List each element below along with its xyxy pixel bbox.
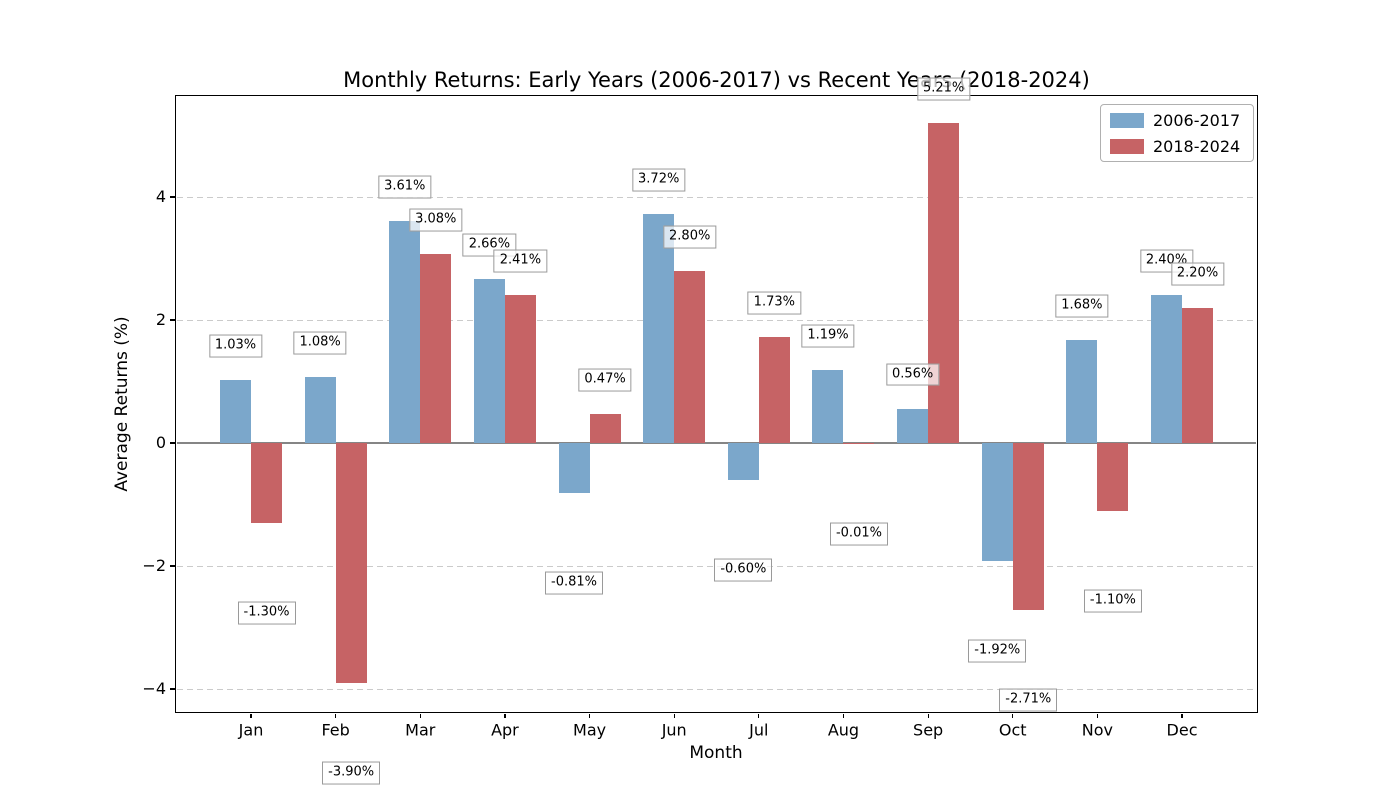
x-tick-label-jul: Jul xyxy=(749,720,769,740)
bar-may-2006-2017 xyxy=(558,443,590,493)
bar-label-jun-2006-2017: 3.72% xyxy=(632,168,686,192)
bar-label-nov-2006-2017: 1.68% xyxy=(1055,294,1109,318)
bar-label-oct-2018-2024: -2.71% xyxy=(999,688,1058,712)
x-tick-label-jan: Jan xyxy=(238,720,264,740)
legend-row-recent: 2018-2024 xyxy=(1110,137,1253,156)
bar-label-may-2006-2017: -0.81% xyxy=(545,571,604,595)
bar-aug-2006-2017 xyxy=(812,369,844,443)
bar-apr-2018-2024 xyxy=(504,294,536,443)
y-tickmark--2 xyxy=(170,565,175,567)
bar-label-may-2018-2024: 0.47% xyxy=(578,368,632,392)
bar-feb-2006-2017 xyxy=(304,376,336,443)
x-tick-label-jun: Jun xyxy=(661,720,687,740)
y-tick-label-2: 2 xyxy=(155,310,166,329)
bar-label-jun-2018-2024: 2.80% xyxy=(663,225,717,249)
x-tick-label-may: May xyxy=(573,720,607,740)
x-tickmark-jan xyxy=(250,714,252,718)
y-tick-label-4: 4 xyxy=(155,187,166,206)
x-tick-label-aug: Aug xyxy=(827,720,860,740)
bar-label-apr-2018-2024: 2.41% xyxy=(493,249,548,273)
bar-label-sep-2018-2024: 5.21% xyxy=(916,77,971,101)
legend-swatch-2006-2017 xyxy=(1110,112,1144,128)
bar-nov-2018-2024 xyxy=(1097,443,1129,511)
x-tick-label-nov: Nov xyxy=(1081,720,1114,740)
y-axis-label: Average Returns (%) xyxy=(112,316,132,492)
x-tick-label-apr: Apr xyxy=(491,720,519,740)
bar-label-nov-2018-2024: -1.10% xyxy=(1083,589,1142,613)
x-tick-label-dec: Dec xyxy=(1166,720,1198,740)
bar-jun-2018-2024 xyxy=(674,270,706,443)
bar-label-jan-2006-2017: 1.03% xyxy=(208,334,263,358)
legend-row-early: 2006-2017 xyxy=(1110,111,1253,130)
bar-label-sep-2006-2017: 0.56% xyxy=(885,363,940,387)
bar-label-jul-2006-2017: -0.60% xyxy=(714,558,773,582)
bar-label-mar-2006-2017: 3.61% xyxy=(378,175,432,199)
bar-label-dec-2018-2024: 2.20% xyxy=(1170,262,1225,286)
x-tickmark-oct xyxy=(1012,714,1014,718)
bar-sep-2006-2017 xyxy=(897,408,929,443)
gridline-4 xyxy=(177,196,1256,198)
y-tick-label-0: 0 xyxy=(155,433,166,452)
bar-label-oct-2006-2017: -1.92% xyxy=(968,639,1027,663)
bar-oct-2006-2017 xyxy=(981,443,1013,562)
zero-line xyxy=(177,442,1256,444)
bar-label-jul-2018-2024: 1.73% xyxy=(747,291,801,315)
x-tick-label-sep: Sep xyxy=(913,720,944,740)
legend-label-2018-2024: 2018-2024 xyxy=(1153,136,1241,156)
x-tickmark-may xyxy=(588,714,591,718)
bar-dec-2006-2017 xyxy=(1151,295,1183,443)
bar-jul-2018-2024 xyxy=(758,336,790,443)
bar-jun-2006-2017 xyxy=(643,214,675,443)
bar-feb-2018-2024 xyxy=(335,443,367,683)
bar-dec-2018-2024 xyxy=(1182,307,1214,443)
bar-sep-2018-2024 xyxy=(928,122,960,443)
y-tickmark-0 xyxy=(170,442,175,444)
bar-oct-2018-2024 xyxy=(1012,443,1044,610)
bar-jan-2006-2017 xyxy=(220,379,251,443)
bar-nov-2006-2017 xyxy=(1066,339,1098,443)
bar-label-mar-2018-2024: 3.08% xyxy=(409,208,463,232)
x-tickmark-feb xyxy=(335,714,337,718)
bar-apr-2006-2017 xyxy=(473,279,505,443)
gridline-2 xyxy=(177,319,1256,321)
legend: 2006-2017 2018-2024 xyxy=(1100,104,1254,162)
bar-jul-2006-2017 xyxy=(727,443,759,480)
x-tick-label-mar: Mar xyxy=(405,720,436,740)
bar-label-jan-2018-2024: -1.30% xyxy=(237,601,296,625)
x-tickmark-sep xyxy=(927,714,929,718)
y-tickmark-4 xyxy=(170,196,175,198)
bar-jan-2018-2024 xyxy=(251,443,282,523)
bar-mar-2006-2017 xyxy=(389,220,421,443)
legend-label-2006-2017: 2006-2017 xyxy=(1153,110,1241,130)
bar-aug-2018-2024 xyxy=(843,443,875,444)
x-tickmark-dec xyxy=(1181,714,1183,718)
bar-may-2018-2024 xyxy=(589,414,621,443)
x-tick-label-oct: Oct xyxy=(998,720,1027,740)
y-tickmark-2 xyxy=(170,319,175,321)
legend-swatch-2018-2024 xyxy=(1110,138,1144,154)
bar-mar-2018-2024 xyxy=(420,253,452,443)
chart-title: Monthly Returns: Early Years (2006-2017)… xyxy=(343,68,1090,92)
x-axis-label: Month xyxy=(689,743,743,763)
gridline--4 xyxy=(177,688,1256,690)
x-tickmark-jun xyxy=(673,714,675,718)
y-tick-label--2: −2 xyxy=(142,556,166,575)
x-tickmark-jul xyxy=(758,714,760,718)
bar-label-aug-2018-2024: -0.01% xyxy=(829,522,888,546)
x-tickmark-nov xyxy=(1096,714,1098,718)
bar-label-feb-2006-2017: 1.08% xyxy=(293,331,347,355)
x-tickmark-aug xyxy=(842,714,845,718)
bar-label-feb-2018-2024: -3.90% xyxy=(322,761,381,785)
x-tick-label-feb: Feb xyxy=(321,720,350,740)
x-tickmark-mar xyxy=(419,714,421,718)
y-tickmark--4 xyxy=(170,688,175,690)
x-tickmark-apr xyxy=(504,714,506,718)
bar-label-aug-2006-2017: 1.19% xyxy=(801,324,855,348)
y-tick-label--4: −4 xyxy=(142,679,166,698)
